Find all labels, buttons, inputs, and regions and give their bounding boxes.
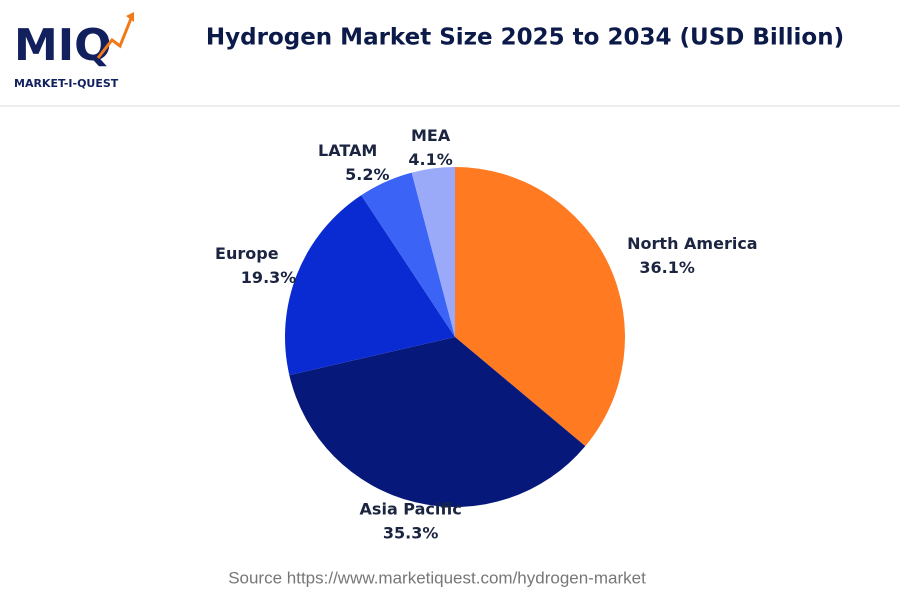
pie-slice bbox=[289, 337, 586, 507]
logo-tagline: MARKET-I-QUEST bbox=[14, 77, 119, 90]
pie-slice bbox=[285, 195, 455, 376]
logo-text: MIQ bbox=[14, 20, 112, 71]
chart-title: Hydrogen Market Size 2025 to 2034 (USD B… bbox=[206, 25, 844, 51]
source: Source https://www.marketiquest.com/hydr… bbox=[228, 568, 646, 587]
slice-value-label: 5.2% bbox=[345, 165, 389, 184]
pie-slice bbox=[411, 167, 455, 337]
slice-value-label: 36.1% bbox=[639, 258, 695, 277]
logo-arrowhead bbox=[126, 12, 134, 22]
slice-label: MEA bbox=[411, 126, 451, 145]
logo-arrow bbox=[96, 15, 134, 59]
pie-slice bbox=[361, 172, 455, 337]
slice-label: Asia Pacific bbox=[360, 499, 462, 518]
pie-slice bbox=[455, 167, 626, 447]
slice-label: Europe bbox=[215, 244, 279, 263]
slice-label: North America bbox=[627, 234, 757, 253]
slice-label: LATAM bbox=[318, 141, 377, 160]
slice-value-label: 4.1% bbox=[408, 150, 452, 169]
slice-value-label: 35.3% bbox=[383, 523, 439, 542]
slice-value-label: 19.3% bbox=[241, 268, 297, 287]
logo: MIQ MARKET-I-QUEST bbox=[14, 12, 134, 90]
